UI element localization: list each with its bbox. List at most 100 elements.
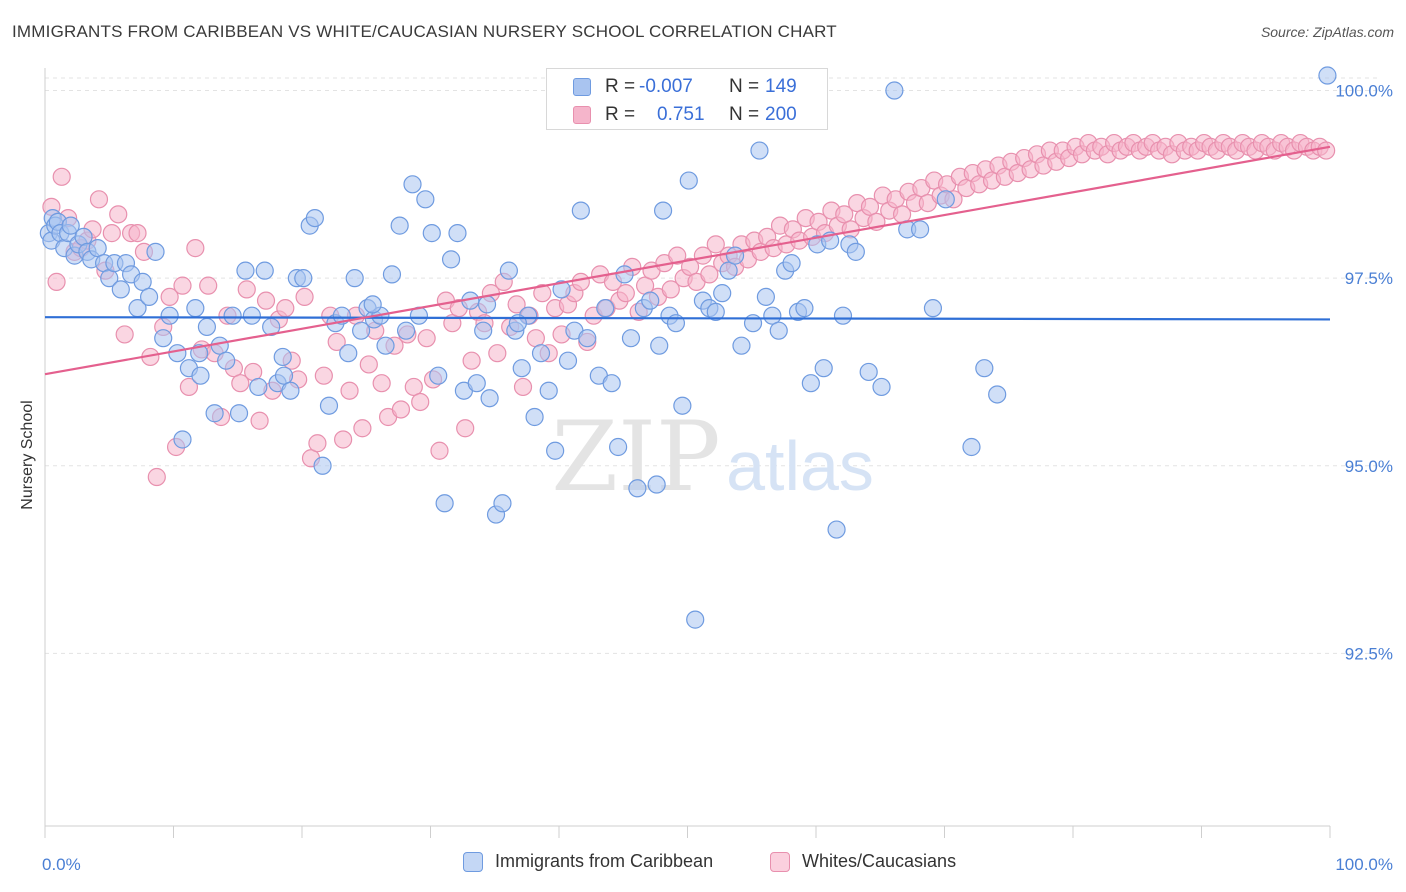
point-whites <box>334 430 353 449</box>
point-caribbean <box>467 374 486 393</box>
point-caribbean <box>975 359 994 378</box>
point-caribbean <box>679 171 698 190</box>
n-label: N = <box>729 76 760 97</box>
point-whites <box>391 400 411 419</box>
point-caribbean <box>833 306 853 325</box>
point-caribbean <box>186 299 205 318</box>
point-caribbean <box>313 456 332 475</box>
point-whites <box>295 287 314 307</box>
point-caribbean <box>1318 66 1337 85</box>
pink-swatch <box>573 106 591 124</box>
point-caribbean <box>615 265 634 284</box>
point-whites <box>276 299 295 318</box>
point-caribbean <box>769 321 788 340</box>
point-whites <box>327 332 346 352</box>
point-whites <box>340 381 359 400</box>
point-whites <box>680 257 700 276</box>
blue-swatch <box>573 78 591 96</box>
point-caribbean <box>435 494 454 513</box>
r-label: R = <box>605 76 636 97</box>
trend-line-whites <box>44 145 1331 376</box>
axes <box>44 68 1331 838</box>
point-caribbean <box>743 314 763 333</box>
point-caribbean <box>139 287 159 307</box>
series-immigrants-caribbean <box>39 66 1337 629</box>
point-caribbean <box>294 269 313 288</box>
point-caribbean <box>814 359 833 378</box>
point-caribbean <box>197 317 217 337</box>
point-whites <box>353 419 372 438</box>
point-caribbean <box>217 351 236 370</box>
point-caribbean <box>578 329 597 348</box>
point-whites <box>199 276 218 295</box>
point-caribbean <box>801 374 820 393</box>
point-caribbean <box>242 306 261 325</box>
point-caribbean <box>732 336 751 355</box>
point-whites <box>173 276 192 295</box>
point-whites <box>147 467 166 487</box>
point-caribbean <box>628 479 647 498</box>
point-caribbean <box>653 201 673 220</box>
point-caribbean <box>859 362 878 382</box>
point-whites <box>456 419 475 438</box>
point-whites <box>533 284 552 303</box>
point-caribbean <box>558 351 578 370</box>
point-whites <box>860 197 880 216</box>
r-label: R = <box>605 104 636 125</box>
tick-labels: 92.5% 95.0% 97.5% 100.0% 0.0% 100.0% <box>42 82 1393 874</box>
point-caribbean <box>782 254 801 273</box>
point-caribbean <box>539 381 558 400</box>
point-whites <box>250 411 269 430</box>
point-caribbean <box>416 190 435 209</box>
point-caribbean <box>910 220 930 239</box>
legend-label-whites: Whites/Caucasians <box>802 851 957 871</box>
point-whites <box>179 377 199 397</box>
point-whites <box>430 441 449 460</box>
point-caribbean <box>154 329 173 348</box>
point-caribbean <box>190 344 209 363</box>
point-caribbean <box>686 610 705 629</box>
stats-row-blue: R = -0.007 N = 149 <box>547 73 827 101</box>
y-tick-label: 92.5% <box>1345 644 1393 663</box>
point-whites <box>109 205 128 224</box>
point-caribbean <box>673 396 692 415</box>
point-caribbean <box>706 302 725 322</box>
legend-swatch-pink <box>770 851 790 872</box>
point-whites <box>668 246 687 265</box>
point-caribbean <box>223 306 242 325</box>
point-caribbean <box>352 321 371 340</box>
legend-item-whites[interactable]: Whites/Caucasians <box>770 851 956 872</box>
legend-item-caribbean[interactable]: Immigrants from Caribbean <box>463 851 713 872</box>
point-whites <box>128 224 147 243</box>
point-caribbean <box>525 407 544 427</box>
point-caribbean <box>750 141 769 160</box>
point-caribbean <box>236 261 255 280</box>
x-tick-label-min: 0.0% <box>42 855 81 874</box>
point-caribbean <box>596 299 615 318</box>
point-caribbean <box>376 336 395 355</box>
point-whites <box>52 167 71 186</box>
point-caribbean <box>962 437 981 457</box>
point-caribbean <box>988 385 1007 404</box>
point-caribbean <box>168 344 187 363</box>
point-caribbean <box>133 272 152 291</box>
point-caribbean <box>146 242 165 261</box>
point-whites <box>89 190 109 209</box>
legend-swatch-blue <box>463 851 483 872</box>
point-whites <box>1317 141 1336 160</box>
point-caribbean <box>173 430 192 449</box>
point-caribbean <box>363 295 382 314</box>
point-caribbean <box>936 190 955 209</box>
point-whites <box>706 235 725 254</box>
point-whites <box>231 374 250 393</box>
point-caribbean <box>480 389 499 408</box>
point-caribbean <box>249 377 268 397</box>
point-caribbean <box>713 284 732 303</box>
point-caribbean <box>255 261 274 280</box>
point-caribbean <box>345 269 364 288</box>
stats-legend: R = -0.007 N = 149 R = 0.751 N = 200 <box>546 68 828 130</box>
point-caribbean <box>552 280 571 299</box>
point-caribbean <box>396 321 416 340</box>
point-caribbean <box>795 299 814 318</box>
